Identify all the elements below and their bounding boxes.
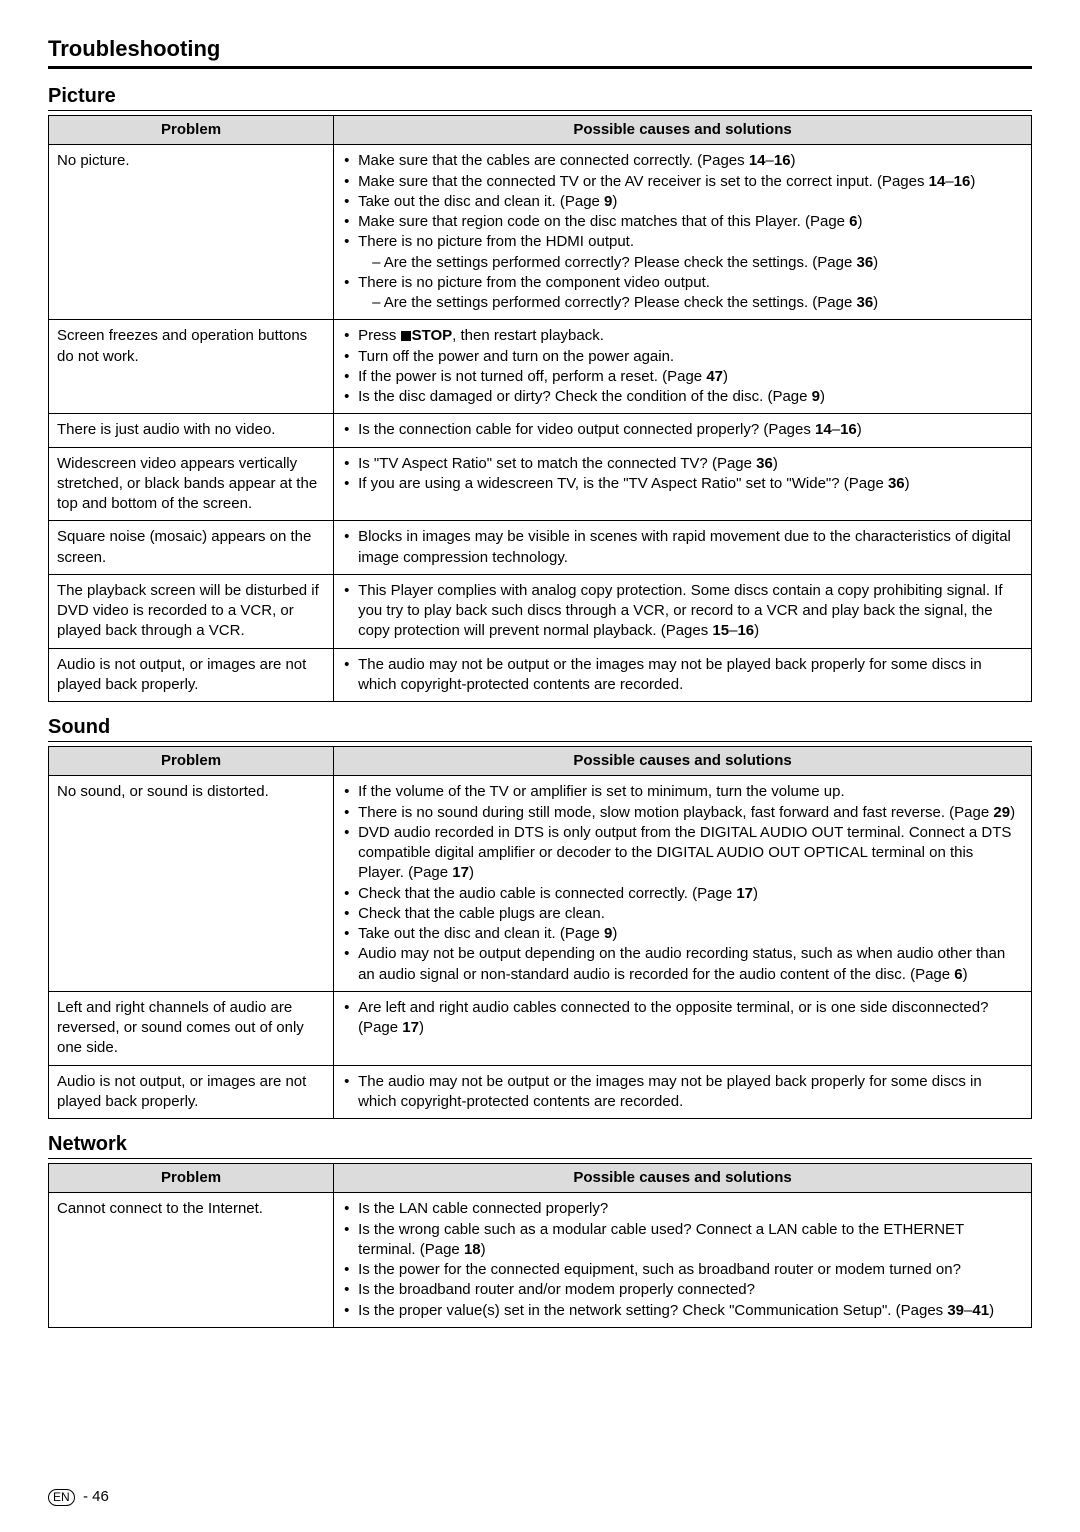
solution-item: Audio may not be output depending on the… bbox=[344, 944, 1023, 985]
solution-cell: Is the connection cable for video output… bbox=[334, 414, 1032, 447]
solution-cell: The audio may not be output or the image… bbox=[334, 1065, 1032, 1119]
solution-item: DVD audio recorded in DTS is only output… bbox=[344, 823, 1023, 884]
page-title: Troubleshooting bbox=[48, 36, 1032, 69]
lang-badge: EN bbox=[48, 1489, 75, 1506]
problem-cell: The playback screen will be disturbed if… bbox=[49, 574, 334, 648]
table-row: The playback screen will be disturbed if… bbox=[49, 574, 1032, 648]
solution-item: Make sure that the cables are connected … bbox=[344, 151, 1023, 171]
header-solutions: Possible causes and solutions bbox=[334, 1164, 1032, 1193]
solution-item: Is the connection cable for video output… bbox=[344, 420, 1023, 440]
solution-item: Is the power for the connected equipment… bbox=[344, 1260, 1023, 1280]
troubleshooting-table: ProblemPossible causes and solutionsCann… bbox=[48, 1163, 1032, 1328]
troubleshooting-table: ProblemPossible causes and solutionsNo s… bbox=[48, 746, 1032, 1119]
solution-item: Is the disc damaged or dirty? Check the … bbox=[344, 387, 1023, 407]
solution-cell: Is "TV Aspect Ratio" set to match the co… bbox=[334, 447, 1032, 521]
page-number: 46 bbox=[92, 1488, 109, 1505]
table-row: Audio is not output, or images are not p… bbox=[49, 1065, 1032, 1119]
solution-cell: Press STOP, then restart playback.Turn o… bbox=[334, 320, 1032, 414]
solution-item: If you are using a widescreen TV, is the… bbox=[344, 474, 1023, 494]
problem-cell: There is just audio with no video. bbox=[49, 414, 334, 447]
solution-item: Press STOP, then restart playback. bbox=[344, 326, 1023, 346]
problem-cell: Cannot connect to the Internet. bbox=[49, 1193, 334, 1328]
solution-item: Are left and right audio cables connecte… bbox=[344, 998, 1023, 1039]
header-solutions: Possible causes and solutions bbox=[334, 116, 1032, 145]
troubleshooting-table: ProblemPossible causes and solutionsNo p… bbox=[48, 115, 1032, 702]
problem-cell: Audio is not output, or images are not p… bbox=[49, 1065, 334, 1119]
solution-item: Is the broadband router and/or modem pro… bbox=[344, 1280, 1023, 1300]
solution-cell: If the volume of the TV or amplifier is … bbox=[334, 776, 1032, 992]
solution-cell: Blocks in images may be visible in scene… bbox=[334, 521, 1032, 575]
solution-cell: Are left and right audio cables connecte… bbox=[334, 991, 1032, 1065]
solution-item: If the volume of the TV or amplifier is … bbox=[344, 782, 1023, 802]
solution-item: There is no picture from the component v… bbox=[344, 273, 1023, 314]
problem-cell: Audio is not output, or images are not p… bbox=[49, 648, 334, 702]
section-title: Sound bbox=[48, 716, 1032, 742]
solution-item: Is the wrong cable such as a modular cab… bbox=[344, 1220, 1023, 1261]
solution-item: Make sure that the connected TV or the A… bbox=[344, 172, 1023, 192]
solution-item: Take out the disc and clean it. (Page 9) bbox=[344, 192, 1023, 212]
solution-item: The audio may not be output or the image… bbox=[344, 1072, 1023, 1113]
table-row: Screen freezes and operation buttons do … bbox=[49, 320, 1032, 414]
header-solutions: Possible causes and solutions bbox=[334, 747, 1032, 776]
table-row: Square noise (mosaic) appears on the scr… bbox=[49, 521, 1032, 575]
page-footer: EN - 46 bbox=[48, 1488, 109, 1506]
solution-item: Check that the audio cable is connected … bbox=[344, 884, 1023, 904]
table-row: Audio is not output, or images are not p… bbox=[49, 648, 1032, 702]
solution-item: There is no picture from the HDMI output… bbox=[344, 232, 1023, 273]
header-problem: Problem bbox=[49, 116, 334, 145]
solution-item: Take out the disc and clean it. (Page 9) bbox=[344, 924, 1023, 944]
solution-item: Is "TV Aspect Ratio" set to match the co… bbox=[344, 454, 1023, 474]
solution-item: This Player complies with analog copy pr… bbox=[344, 581, 1023, 642]
solution-item: Blocks in images may be visible in scene… bbox=[344, 527, 1023, 568]
table-row: No sound, or sound is distorted. If the v… bbox=[49, 776, 1032, 992]
problem-cell: Screen freezes and operation buttons do … bbox=[49, 320, 334, 414]
table-row: Cannot connect to the Internet.Is the LA… bbox=[49, 1193, 1032, 1328]
section-title: Network bbox=[48, 1133, 1032, 1159]
content-area: PictureProblemPossible causes and soluti… bbox=[48, 85, 1032, 1328]
solution-subitem: – Are the settings performed correctly? … bbox=[358, 253, 1023, 273]
solution-item: Turn off the power and turn on the power… bbox=[344, 347, 1023, 367]
solution-item: Is the proper value(s) set in the networ… bbox=[344, 1301, 1023, 1321]
solution-item: Is the LAN cable connected properly? bbox=[344, 1199, 1023, 1219]
header-problem: Problem bbox=[49, 1164, 334, 1193]
problem-cell: Widescreen video appears vertically stre… bbox=[49, 447, 334, 521]
solution-cell: This Player complies with analog copy pr… bbox=[334, 574, 1032, 648]
solution-cell: Make sure that the cables are connected … bbox=[334, 145, 1032, 320]
table-row: Widescreen video appears vertically stre… bbox=[49, 447, 1032, 521]
problem-cell: No picture. bbox=[49, 145, 334, 320]
solution-item: The audio may not be output or the image… bbox=[344, 655, 1023, 696]
problem-cell: Left and right channels of audio are rev… bbox=[49, 991, 334, 1065]
solution-item: There is no sound during still mode, slo… bbox=[344, 803, 1023, 823]
section-title: Picture bbox=[48, 85, 1032, 111]
solution-cell: The audio may not be output or the image… bbox=[334, 648, 1032, 702]
solution-subitem: – Are the settings performed correctly? … bbox=[358, 293, 1023, 313]
solution-item: Make sure that region code on the disc m… bbox=[344, 212, 1023, 232]
table-row: No picture. Make sure that the cables are… bbox=[49, 145, 1032, 320]
table-row: Left and right channels of audio are rev… bbox=[49, 991, 1032, 1065]
solution-item: Check that the cable plugs are clean. bbox=[344, 904, 1023, 924]
problem-cell: Square noise (mosaic) appears on the scr… bbox=[49, 521, 334, 575]
table-row: There is just audio with no video. Is the… bbox=[49, 414, 1032, 447]
solution-cell: Is the LAN cable connected properly?Is t… bbox=[334, 1193, 1032, 1328]
problem-cell: No sound, or sound is distorted. bbox=[49, 776, 334, 992]
header-problem: Problem bbox=[49, 747, 334, 776]
solution-item: If the power is not turned off, perform … bbox=[344, 367, 1023, 387]
